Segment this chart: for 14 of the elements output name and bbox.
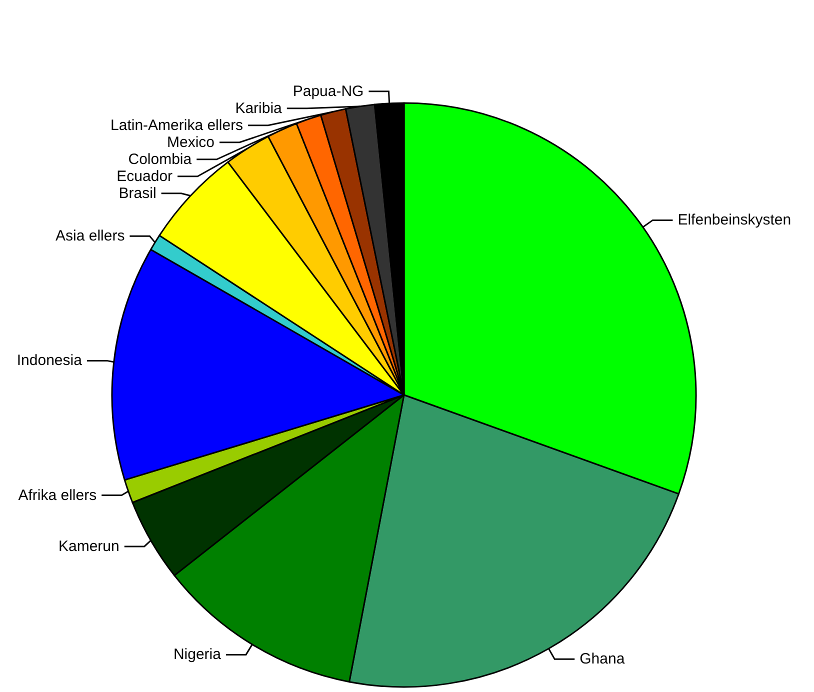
slice-label: Asia ellers bbox=[56, 228, 125, 245]
slice-label: Nigeria bbox=[173, 646, 222, 664]
slice-label: Latin-Amerika ellers bbox=[110, 116, 244, 134]
slice-label: Indonesia bbox=[16, 352, 83, 370]
slice-label: Colombia bbox=[128, 150, 192, 168]
slice-label: Brasil bbox=[118, 184, 156, 202]
slice-label: Afrika ellers bbox=[18, 486, 97, 504]
slice-label: Ghana bbox=[580, 650, 626, 668]
slice-label: Mexico bbox=[167, 134, 215, 151]
slice-label: Elfenbeinskysten bbox=[678, 212, 792, 229]
slice-label: Papua-NG bbox=[292, 82, 364, 100]
slice-label: Karibia bbox=[235, 100, 283, 117]
slice-label: Ecuador bbox=[116, 168, 173, 185]
slice-label: Kamerun bbox=[58, 538, 120, 555]
